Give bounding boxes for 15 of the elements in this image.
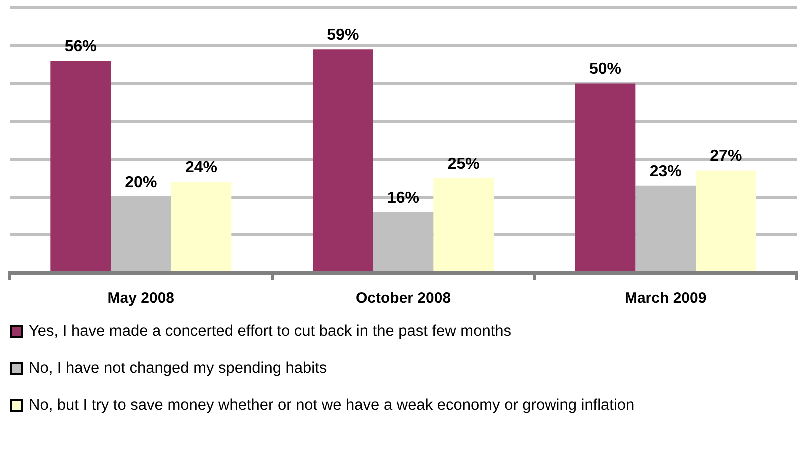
- data-label: 27%: [710, 148, 742, 166]
- data-label: 56%: [64, 38, 97, 56]
- x-tick-label: May 2008: [108, 290, 175, 308]
- legend-label: No, I have not changed my spending habits: [29, 359, 328, 378]
- legend-label: Yes, I have made a concerted effort to cut back in the past few months: [29, 322, 512, 341]
- legend-label: No, but I try to save money whether or not we have a weak economy or growing inflation: [29, 396, 635, 415]
- data-label: 23%: [650, 163, 682, 180]
- data-label: 59%: [327, 27, 360, 44]
- x-tick-label: March 2009: [624, 290, 707, 308]
- data-label: 50%: [589, 61, 622, 78]
- x-tick-label: October 2008: [356, 290, 452, 308]
- data-label: 25%: [448, 156, 480, 173]
- data-label: 16%: [387, 190, 420, 207]
- data-label: 24%: [185, 160, 218, 177]
- data-label: 20%: [125, 174, 158, 192]
